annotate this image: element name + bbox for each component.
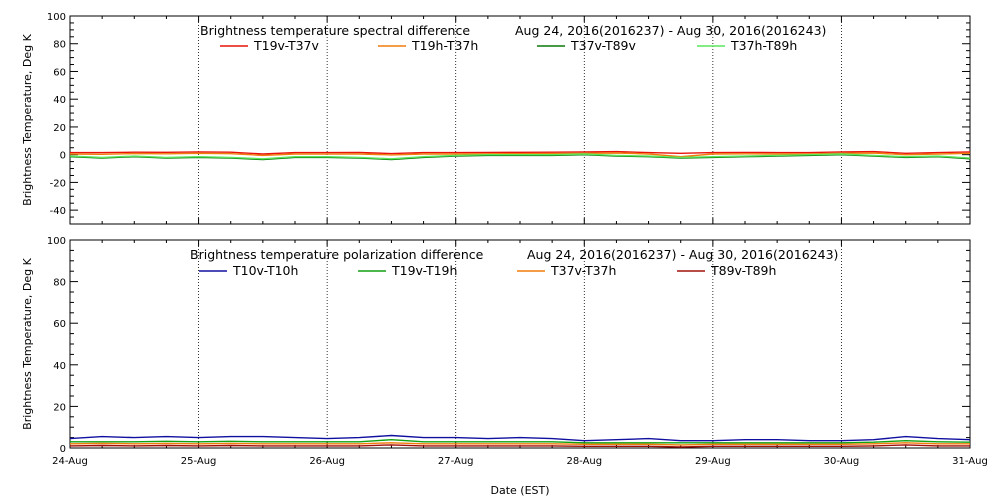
- polarization-chart-subtitle: Aug 24, 2016(2016237) - Aug 30, 2016(201…: [527, 247, 838, 262]
- polarization-y-tick-label: 100: [47, 236, 66, 247]
- x-tick-label: 27-Aug: [438, 456, 474, 467]
- polarization-y-tick-label: 40: [53, 361, 66, 372]
- x-tick-label: 26-Aug: [309, 456, 345, 467]
- polarization-chart-title: Brightness temperature polarization diff…: [190, 247, 484, 262]
- polarization-series-group: [69, 434, 971, 448]
- polarization-y-axis: 0 20 40 60 80 100: [47, 236, 970, 455]
- spectral-chart-title: Brightness temperature spectral differen…: [200, 23, 470, 38]
- spectral-y-tick-label: 60: [53, 67, 66, 78]
- spectral-x-axis: [69, 16, 971, 224]
- polarization-legend-label: T89v-T89h: [710, 263, 776, 278]
- spectral-y-tick-label: 20: [53, 123, 66, 134]
- polarization-legend-label: T19v-T19h: [391, 263, 457, 278]
- spectral-y-axis: -40 -20 0 20 40 60 80 100: [47, 12, 970, 225]
- x-tick-label: 31-Aug: [952, 456, 988, 467]
- polarization-y-tick-label: 80: [53, 278, 66, 289]
- spectral-legend-label: T19h-T37h: [411, 38, 478, 53]
- spectral-y-tick-label: 40: [53, 95, 66, 106]
- x-axis-title: Date (EST): [490, 484, 549, 497]
- polarization-series-line-4: [69, 444, 970, 448]
- spectral-plot-frame: [69, 15, 971, 225]
- spectral-legend-label: T37h-T89h: [730, 38, 797, 53]
- polarization-series-line-3: [69, 442, 970, 446]
- spectral-difference-panel: -40 -20 0 20 40 60 80 100 Brightness temperatur…: [21, 12, 971, 225]
- polarization-series-line-1: [69, 434, 971, 442]
- polarization-y-tick-label: 60: [53, 319, 66, 330]
- polarization-x-axis: 24-Aug 25-Aug 26-Aug 27-Aug 28-Aug 29-Aug 30-A…: [52, 240, 988, 467]
- spectral-series-group: [69, 150, 971, 161]
- polarization-legend-label: T10v-T10h: [232, 263, 298, 278]
- spectral-legend-label: T37v-T89v: [570, 38, 637, 53]
- polarization-y-tick-label: 0: [60, 444, 66, 455]
- spectral-y-tick-label: 100: [47, 12, 66, 23]
- spectral-series-line-4: [69, 153, 971, 160]
- spectral-series-line-1: [70, 150, 971, 155]
- x-tick-label: 24-Aug: [52, 456, 88, 467]
- x-tick-label: 25-Aug: [181, 456, 217, 467]
- polarization-y-axis-title: Brightness Temperature, Deg K: [21, 257, 34, 429]
- spectral-y-tick-label: -20: [50, 178, 66, 189]
- spectral-y-tick-label: -40: [50, 206, 66, 217]
- polarization-legend-label: T37v-T37h: [550, 263, 616, 278]
- polarization-y-tick-label: 20: [53, 402, 66, 413]
- x-tick-label: 28-Aug: [566, 456, 602, 467]
- spectral-y-axis-title: Brightness Temperature, Deg K: [21, 33, 34, 205]
- spectral-chart-subtitle: Aug 24, 2016(2016237) - Aug 30, 2016(201…: [515, 23, 826, 38]
- spectral-legend-label: T19v-T37v: [253, 38, 320, 53]
- polarization-difference-panel: 0 20 40 60 80 100 24-Aug 25-Aug 26-Aug 27-Aug 28-…: [21, 236, 988, 497]
- spectral-y-tick-label: 80: [53, 40, 66, 51]
- polarization-series-line-2: [70, 438, 971, 444]
- spectral-y-tick-label: 0: [60, 151, 66, 162]
- x-tick-label: 30-Aug: [824, 456, 860, 467]
- spectral-legend: T19v-T37v T19h-T37h T37v-T89v T37h-T89h: [220, 38, 797, 53]
- x-tick-label: 29-Aug: [695, 456, 731, 467]
- polarization-legend: T10v-T10h T19v-T19h T37v-T37h T89v-T89h: [199, 263, 776, 278]
